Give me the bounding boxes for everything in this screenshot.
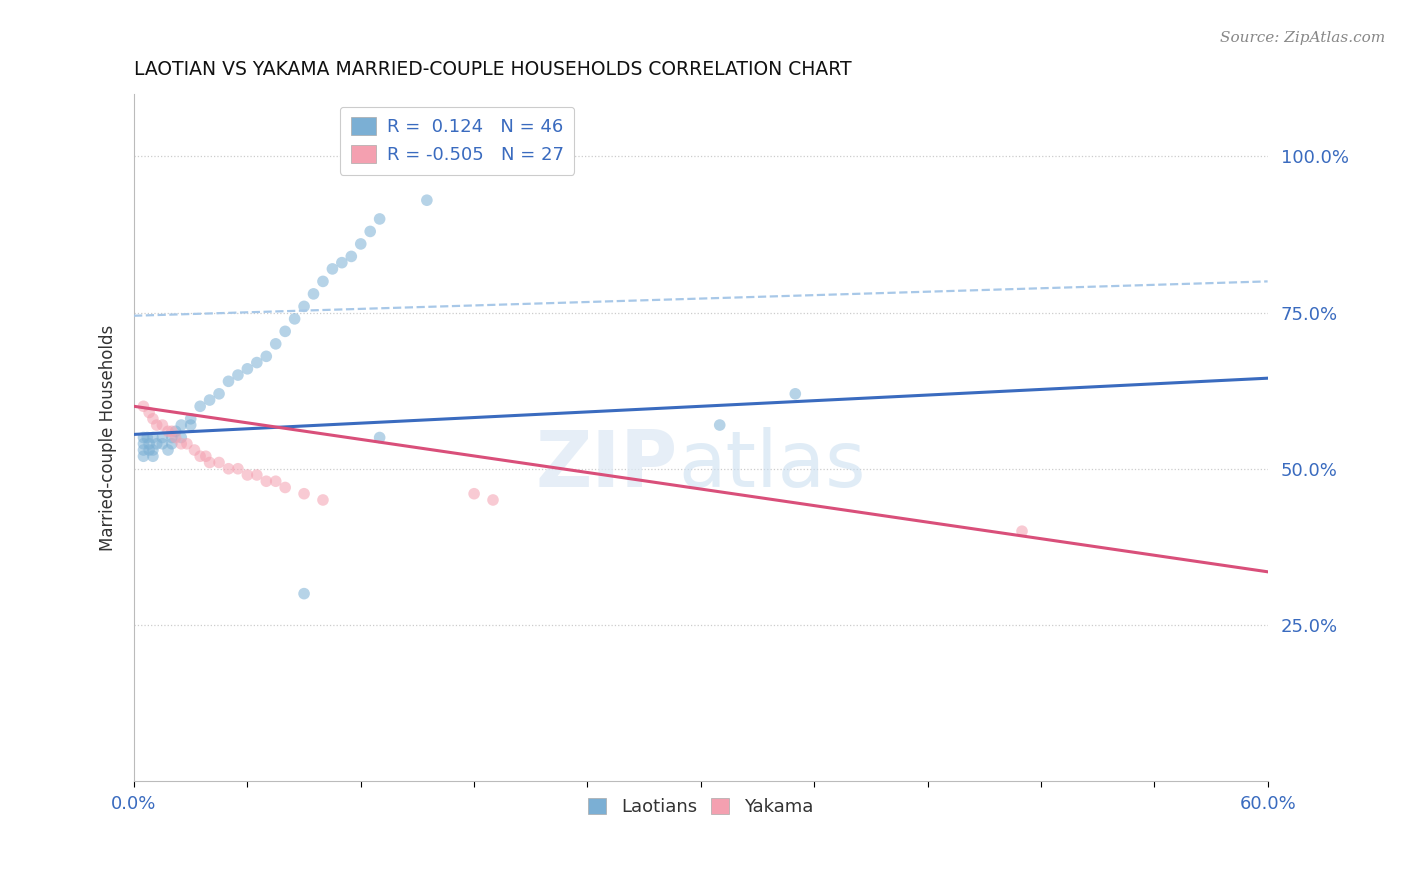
Point <box>226 368 249 382</box>
Point <box>165 424 187 438</box>
Point <box>194 449 217 463</box>
Point <box>274 324 297 338</box>
Point <box>236 467 259 482</box>
Point <box>160 424 183 438</box>
Point <box>132 430 155 444</box>
Point <box>254 349 277 363</box>
Point <box>157 442 180 457</box>
Point <box>321 261 343 276</box>
Text: ZIP: ZIP <box>536 427 678 503</box>
Point <box>183 442 205 457</box>
Point <box>142 449 165 463</box>
Point <box>208 455 231 469</box>
Point <box>463 487 485 501</box>
Point <box>292 487 315 501</box>
Point <box>292 299 315 313</box>
Legend: Laotians, Yakama: Laotians, Yakama <box>581 791 821 823</box>
Point <box>312 274 335 288</box>
Point <box>1011 524 1033 539</box>
Point <box>142 411 165 425</box>
Point <box>138 405 160 419</box>
Point <box>350 236 373 251</box>
Point <box>312 493 335 508</box>
Point <box>208 386 231 401</box>
Point <box>142 430 165 444</box>
Point <box>416 193 439 207</box>
Point <box>165 430 187 444</box>
Point <box>254 475 277 489</box>
Point <box>368 430 391 444</box>
Point <box>284 311 307 326</box>
Point <box>176 436 198 450</box>
Y-axis label: Married-couple Households: Married-couple Households <box>100 325 117 550</box>
Point <box>138 442 160 457</box>
Point <box>218 461 240 475</box>
Point <box>150 430 173 444</box>
Point <box>292 587 315 601</box>
Point <box>264 475 287 489</box>
Point <box>340 249 363 263</box>
Point <box>264 336 287 351</box>
Point <box>188 449 211 463</box>
Point <box>136 430 159 444</box>
Point <box>145 436 167 450</box>
Point <box>274 481 297 495</box>
Point <box>482 493 505 508</box>
Point <box>132 449 155 463</box>
Point <box>170 436 193 450</box>
Point <box>368 211 391 226</box>
Text: LAOTIAN VS YAKAMA MARRIED-COUPLE HOUSEHOLDS CORRELATION CHART: LAOTIAN VS YAKAMA MARRIED-COUPLE HOUSEHO… <box>134 60 852 78</box>
Point <box>160 436 183 450</box>
Point <box>132 436 155 450</box>
Point <box>330 255 353 269</box>
Point <box>180 417 202 432</box>
Point <box>138 436 160 450</box>
Point <box>150 417 173 432</box>
Point <box>188 399 211 413</box>
Text: Source: ZipAtlas.com: Source: ZipAtlas.com <box>1219 31 1385 45</box>
Point <box>132 442 155 457</box>
Point <box>142 442 165 457</box>
Point <box>170 417 193 432</box>
Point <box>132 399 155 413</box>
Point <box>198 455 221 469</box>
Text: atlas: atlas <box>678 427 866 503</box>
Point <box>785 386 807 401</box>
Point <box>198 392 221 407</box>
Point <box>145 417 167 432</box>
Point <box>180 411 202 425</box>
Point <box>246 355 269 369</box>
Point <box>160 430 183 444</box>
Point <box>302 286 325 301</box>
Point <box>150 436 173 450</box>
Point <box>218 374 240 388</box>
Point <box>226 461 249 475</box>
Point <box>359 224 381 238</box>
Point <box>170 430 193 444</box>
Point <box>246 467 269 482</box>
Point <box>157 424 180 438</box>
Point <box>709 417 731 432</box>
Point <box>236 361 259 376</box>
